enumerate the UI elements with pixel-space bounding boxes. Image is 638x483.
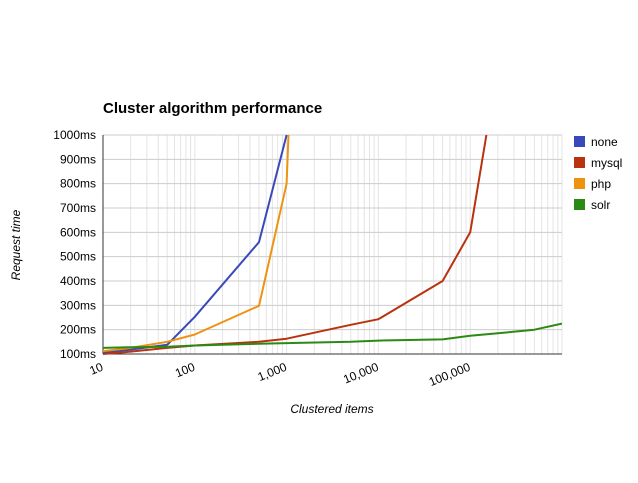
legend-label-php: php <box>591 177 611 191</box>
y-tick-label: 800ms <box>60 177 96 191</box>
x-tick-label: 10 <box>87 360 105 378</box>
y-axis-label: Request time <box>9 209 23 280</box>
y-tick-label: 500ms <box>60 250 96 264</box>
y-tick-label: 200ms <box>60 323 96 337</box>
y-tick-label: 400ms <box>60 274 96 288</box>
legend: none mysql php solr <box>574 135 622 212</box>
series-lines <box>103 134 562 355</box>
x-axis-label: Clustered items <box>290 402 373 416</box>
legend-label-solr: solr <box>591 198 610 212</box>
y-tick-label: 700ms <box>60 201 96 215</box>
legend-swatch-none <box>574 136 585 147</box>
legend-swatch-php <box>574 178 585 189</box>
series-line-none <box>103 134 288 354</box>
legend-label-none: none <box>591 135 618 149</box>
legend-swatch-mysql <box>574 157 585 168</box>
grid <box>103 134 563 354</box>
legend-swatch-solr <box>574 199 585 210</box>
chart-title: Cluster algorithm performance <box>103 100 322 117</box>
x-tick-label: 1,000 <box>256 360 289 384</box>
y-tick-label: 100ms <box>60 347 96 361</box>
series-line-mysql <box>103 134 488 355</box>
y-tick-label: 300ms <box>60 298 96 312</box>
axes: 100ms 200ms 300ms 400ms 500ms 600ms 700ms 800ms… <box>53 128 562 389</box>
x-tick-label: 100 <box>173 360 197 381</box>
series-line-solr <box>103 322 562 349</box>
y-tick-label: 1000ms <box>53 128 96 142</box>
x-tick-label: 10,000 <box>341 360 381 387</box>
y-tick-label: 900ms <box>60 152 96 166</box>
y-tick-label: 600ms <box>60 225 96 239</box>
legend-label-mysql: mysql <box>591 156 622 170</box>
x-tick-label: 100,000 <box>427 360 473 389</box>
